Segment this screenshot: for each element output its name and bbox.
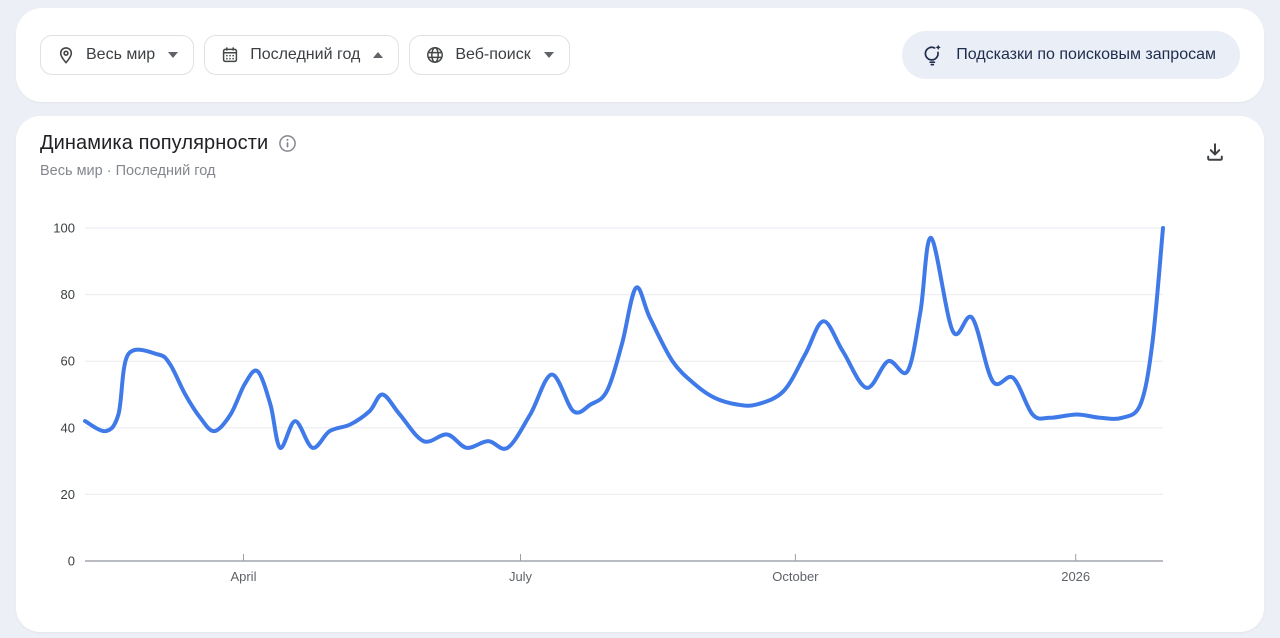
location-pin-icon: [57, 46, 75, 64]
y-axis-label: 60: [61, 354, 75, 369]
x-axis-label: July: [509, 569, 533, 584]
info-icon[interactable]: [278, 134, 297, 153]
y-axis-label: 0: [68, 554, 75, 569]
y-axis-label: 100: [53, 221, 75, 236]
trend-chart[interactable]: 0 20 40 60 80 100 April July October 2026: [16, 116, 1264, 632]
card-header: Динамика популярности Весь мир · Последн…: [40, 132, 297, 179]
trend-chart-svg[interactable]: 0 20 40 60 80 100 April July October 2026: [16, 116, 1264, 632]
search-suggestions-button[interactable]: Подсказки по поисковым запросам: [902, 31, 1240, 79]
y-axis-label: 20: [61, 487, 75, 502]
x-axis-label: April: [230, 569, 256, 584]
chevron-down-icon: [543, 52, 554, 58]
filter-chip-search-type-label: Веб-поиск: [455, 46, 531, 63]
card-subtitle: Весь мир · Последний год: [40, 163, 216, 179]
x-axis-label: 2026: [1061, 569, 1090, 584]
filter-chip-search-type[interactable]: Веб-поиск: [409, 35, 570, 75]
calendar-icon: [221, 46, 239, 64]
chevron-down-icon: [168, 52, 179, 58]
trend-line[interactable]: [83, 226, 1165, 451]
page-title: Динамика популярности: [40, 132, 269, 154]
filter-chip-region-label: Весь мир: [86, 46, 156, 63]
filter-chip-region[interactable]: Весь мир: [40, 35, 195, 75]
globe-icon: [426, 46, 444, 64]
download-icon[interactable]: [1204, 141, 1226, 168]
filter-chip-timerange[interactable]: Последний год: [204, 35, 400, 75]
interest-over-time-card: 0 20 40 60 80 100 April July October 2026 Динамик…: [16, 116, 1264, 632]
filter-chip-group: Весь мир Последний год: [40, 35, 570, 75]
y-axis-label: 40: [61, 420, 75, 435]
y-axis-label: 80: [61, 287, 75, 302]
x-axis-label: October: [772, 569, 819, 584]
search-suggestions-label: Подсказки по поисковым запросам: [956, 46, 1216, 63]
filter-toolbar: Весь мир Последний год: [16, 8, 1264, 102]
lightbulb-spark-icon: [922, 44, 943, 66]
chevron-up-icon: [373, 52, 384, 58]
filter-chip-timerange-label: Последний год: [250, 46, 361, 63]
